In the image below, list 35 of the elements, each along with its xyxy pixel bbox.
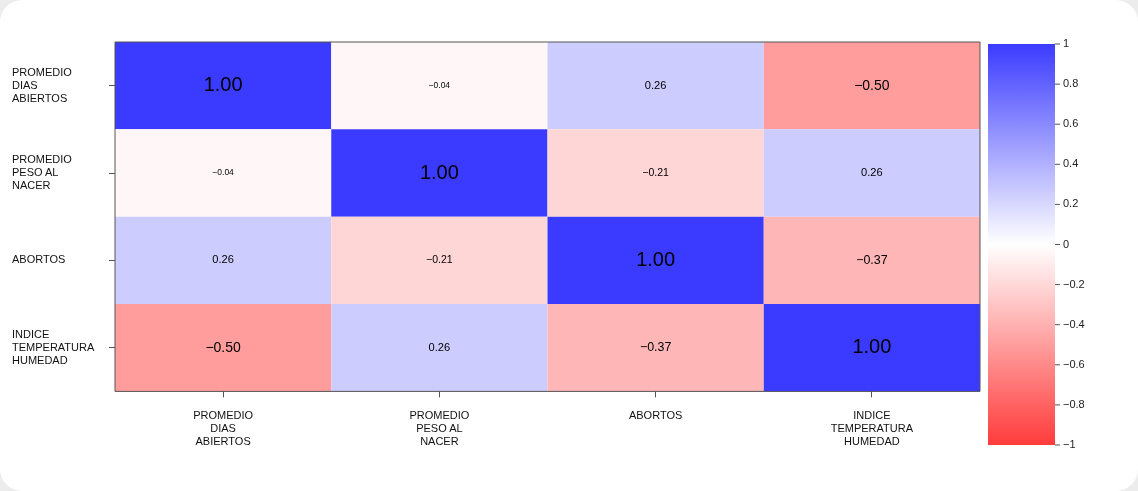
data-label: −0.04 xyxy=(212,167,235,178)
data-label: −0.04 xyxy=(428,80,451,91)
data-label: −0.50 xyxy=(854,76,890,93)
data-label: −0.37 xyxy=(856,252,888,267)
data-label: 1.00 xyxy=(419,160,459,183)
color-bar-label: 0 xyxy=(1063,237,1070,250)
data-label: 1.00 xyxy=(203,73,243,96)
color-bar-label: 0.2 xyxy=(1063,197,1079,210)
x-tick-label: PROMEDIO PESO AL NACER xyxy=(409,409,470,448)
color-bar-label: 1 xyxy=(1063,37,1070,50)
data-label: 0.26 xyxy=(212,253,234,266)
y-tick-label: PROMEDIO PESO AL NACER xyxy=(12,152,73,192)
color-bar-label: 0.8 xyxy=(1063,77,1079,90)
color-bar-label: −0.4 xyxy=(1063,317,1085,330)
y-tick-label: INDICE TEMPERATURA HUMEDAD xyxy=(12,327,95,366)
data-label: −0.37 xyxy=(639,340,672,355)
color-bar-label: 0.6 xyxy=(1063,117,1079,130)
data-label: 1.00 xyxy=(852,335,892,358)
color-bar-label: 0.4 xyxy=(1063,157,1079,170)
data-label: 0.26 xyxy=(428,340,451,353)
color-bar-label: −0.2 xyxy=(1063,277,1085,290)
x-tick-label: ABORTOS xyxy=(628,409,683,422)
data-label: 0.26 xyxy=(861,166,883,179)
data-label: 1.00 xyxy=(636,247,676,270)
y-tick-label: PROMEDIO DIAS ABIERTOS xyxy=(12,65,73,104)
data-label: −0.21 xyxy=(426,253,453,266)
x-tick-label: PROMEDIO DIAS ABIERTOS xyxy=(193,409,254,448)
x-tick-label: INDICE TEMPERATURA HUMEDAD xyxy=(830,409,914,448)
data-label: −0.50 xyxy=(205,338,242,355)
color-bar-label: −0.8 xyxy=(1063,397,1085,410)
color-bar-label: −1 xyxy=(1063,438,1076,451)
color-bar-label: −0.6 xyxy=(1063,357,1085,370)
data-label: 0.26 xyxy=(644,78,667,91)
y-tick-label: ABORTOS xyxy=(12,253,66,266)
data-label: −0.21 xyxy=(642,165,670,178)
